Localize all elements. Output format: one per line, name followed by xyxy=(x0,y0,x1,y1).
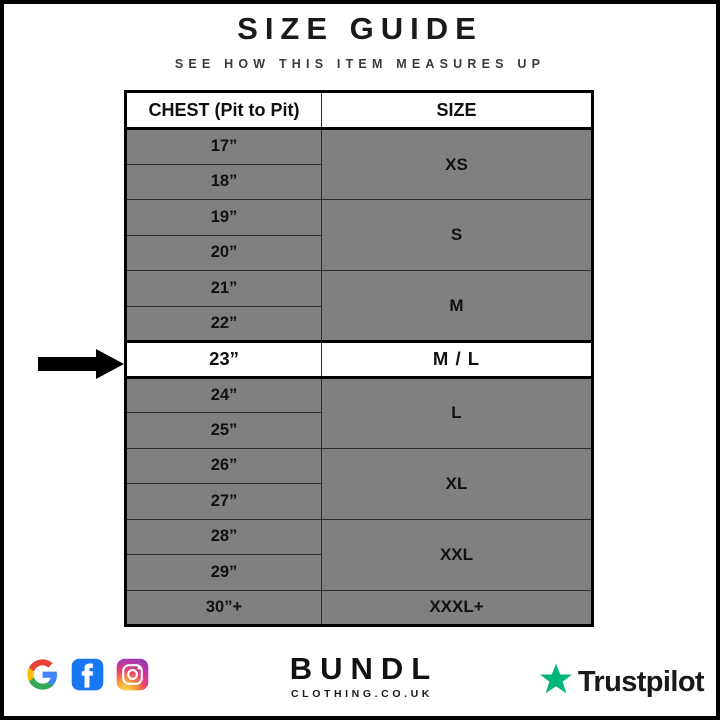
star-icon xyxy=(539,662,573,701)
chest-cell: 24” xyxy=(124,376,322,413)
table-row: 30”+ XXXL+ xyxy=(124,589,594,627)
brand-name: BUNDL xyxy=(289,651,439,686)
size-cell: XXXL+ xyxy=(321,589,594,627)
trustpilot-logo[interactable]: Trustpilot xyxy=(539,662,705,701)
size-cell: S xyxy=(321,199,594,271)
table-row: 26” XL xyxy=(124,447,594,520)
arrow-right-icon xyxy=(38,349,124,379)
chest-cell: 22” xyxy=(124,305,322,342)
size-cell: L xyxy=(321,376,594,449)
chest-cell: 19” xyxy=(124,199,322,236)
trustpilot-name: Trustpilot xyxy=(577,665,705,698)
column-header-size: SIZE xyxy=(321,90,594,130)
table-row: 25” xyxy=(124,412,593,449)
brand-logo: BUNDL CLOTHING.CO.UK xyxy=(4,652,716,700)
facebook-icon[interactable] xyxy=(71,658,104,691)
chest-cell: 20” xyxy=(124,234,322,271)
chest-cell: 30”+ xyxy=(124,589,322,627)
chest-cell: 28” xyxy=(124,518,322,555)
table-row: 19” S xyxy=(124,199,594,271)
table-row: 24” L xyxy=(124,376,594,449)
table-row: 29” xyxy=(124,554,593,591)
table-row: 27” xyxy=(124,483,593,520)
chest-cell: 21” xyxy=(124,270,322,307)
table-row: 17” XS xyxy=(124,128,594,200)
instagram-icon[interactable] xyxy=(116,658,149,691)
chest-cell: 18” xyxy=(124,163,322,200)
size-cell: M / L xyxy=(321,340,594,379)
social-links xyxy=(26,658,149,691)
chest-cell: 27” xyxy=(124,483,322,520)
size-cell: XXL xyxy=(321,518,594,591)
brand-website: CLOTHING.CO.UK xyxy=(291,688,433,700)
page-title: SIZE GUIDE xyxy=(237,11,483,46)
chest-cell: 23” xyxy=(124,340,322,379)
chest-cell: 17” xyxy=(124,128,322,165)
size-cell: M xyxy=(321,270,594,342)
table-row: 28” XXL xyxy=(124,518,594,591)
table-row: 18” xyxy=(124,163,593,200)
size-table-wrapper: CHEST (Pit to Pit) SIZE 17” XS 18” 19” S 20” 2… xyxy=(124,90,594,627)
table-row: 20” xyxy=(124,234,593,271)
chest-cell: 25” xyxy=(124,412,322,449)
size-cell: XL xyxy=(321,447,594,520)
table-row: 21” M xyxy=(124,270,594,342)
chest-cell: 26” xyxy=(124,447,322,484)
header: SIZE GUIDE SEE HOW THIS ITEM MEASURES UP xyxy=(4,11,716,72)
table-body: 17” XS 18” 19” S 20” 21” M 22” 23” M / L 24” L 25” 26”… xyxy=(124,128,594,627)
table-header-row: CHEST (Pit to Pit) SIZE xyxy=(124,90,594,130)
table-header: CHEST (Pit to Pit) SIZE xyxy=(124,90,594,130)
chest-cell: 29” xyxy=(124,554,322,591)
google-icon[interactable] xyxy=(26,658,59,691)
footer: BUNDL CLOTHING.CO.UK Trustpilot xyxy=(4,640,716,716)
size-table: CHEST (Pit to Pit) SIZE 17” XS 18” 19” S 20” 2… xyxy=(124,90,594,627)
size-cell: XS xyxy=(321,128,594,200)
table-row: 23” M / L xyxy=(124,340,594,379)
column-header-chest: CHEST (Pit to Pit) xyxy=(124,90,322,130)
page-subtitle: SEE HOW THIS ITEM MEASURES UP xyxy=(174,57,546,71)
